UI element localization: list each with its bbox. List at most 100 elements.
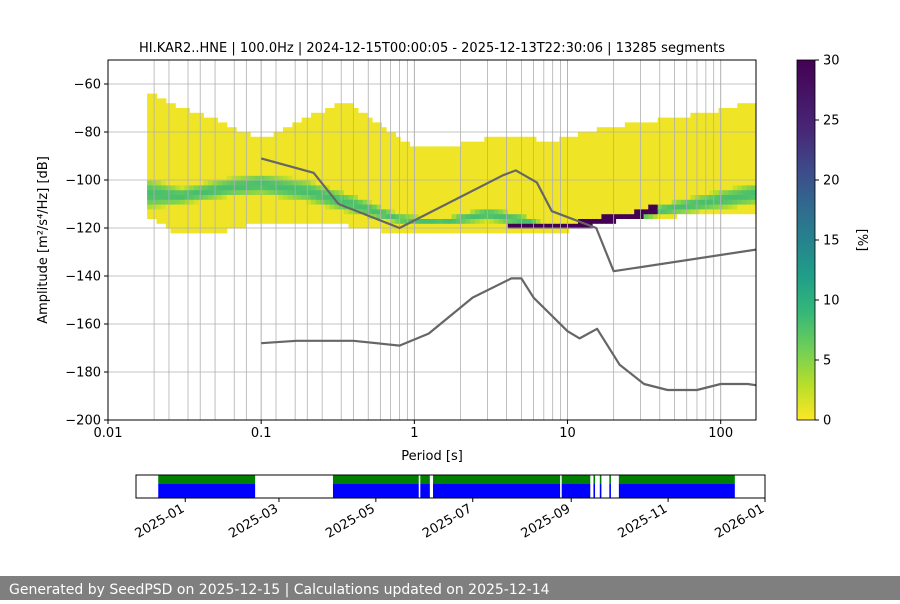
density-cell: [226, 208, 233, 215]
density-cell: [259, 170, 265, 176]
density-cell: [245, 204, 251, 210]
density-cell: [287, 156, 293, 162]
density-cell: [512, 194, 518, 200]
density-cell: [493, 156, 499, 162]
density-cell: [554, 223, 560, 229]
density-cell: [423, 228, 429, 234]
density-cell: [484, 199, 490, 205]
density-cell: [718, 136, 724, 143]
density-cell: [713, 165, 720, 171]
density-cell: [371, 132, 378, 138]
density-cell: [592, 189, 598, 195]
density-cell: [634, 132, 640, 138]
density-cell: [695, 180, 701, 186]
density-cell: [236, 165, 242, 171]
density-cell: [418, 223, 425, 229]
density-cell: [175, 151, 181, 157]
density-cell: [498, 199, 504, 205]
density-cell: [727, 170, 734, 176]
density-cell: [465, 218, 471, 224]
density-cell: [222, 184, 228, 191]
density-cell: [676, 165, 682, 171]
density-cell: [690, 160, 696, 167]
density-cell: [451, 204, 457, 210]
density-cell: [179, 194, 186, 200]
density-cell: [193, 189, 200, 195]
density-cell: [198, 117, 204, 123]
density-cell: [624, 194, 631, 200]
density-cell: [652, 151, 659, 157]
density-cell: [732, 112, 738, 119]
density-cell: [193, 184, 200, 191]
density-cell: [189, 146, 195, 152]
density-cell: [521, 223, 528, 229]
density-cell: [526, 160, 532, 167]
density-cell: [193, 170, 200, 176]
density-cell: [657, 208, 663, 215]
density-cell: [634, 194, 640, 200]
density-cell: [254, 204, 261, 210]
density-cell: [432, 184, 439, 191]
density-cell: [507, 213, 514, 219]
density-cell: [685, 194, 692, 200]
density-cell: [353, 223, 359, 229]
density-cell: [643, 213, 649, 219]
density-cell: [189, 199, 195, 205]
density-cell: [699, 184, 706, 191]
density-cell: [147, 175, 153, 181]
density-cell: [732, 194, 738, 200]
density-cell: [667, 160, 673, 167]
density-cell: [474, 208, 481, 215]
density-cell: [746, 199, 752, 205]
density-cell: [442, 213, 448, 219]
density-cell: [446, 160, 453, 167]
density-cell: [428, 175, 434, 181]
density-cell: [662, 136, 668, 143]
density-cell: [348, 170, 354, 176]
density-cell: [741, 127, 748, 133]
density-cell: [601, 194, 607, 200]
density-cell: [484, 189, 490, 195]
density-cell: [638, 175, 645, 181]
density-cell: [334, 103, 340, 109]
density-cell: [592, 141, 598, 147]
density-cell: [329, 170, 336, 176]
density-cell: [423, 146, 429, 152]
density-cell: [325, 165, 331, 171]
density-cell: [367, 136, 373, 143]
density-cell: [563, 223, 570, 229]
density-cell: [503, 218, 509, 224]
density-cell: [193, 156, 200, 162]
density-cell: [343, 199, 350, 205]
density-cell: [484, 146, 490, 152]
density-cell: [325, 208, 331, 215]
density-cell: [268, 141, 275, 147]
density-cell: [296, 132, 303, 138]
density-cell: [198, 170, 204, 176]
density-cell: [629, 184, 635, 191]
density-cell: [503, 208, 509, 215]
density-cell: [161, 156, 167, 162]
density-cell: [545, 180, 551, 186]
density-cell: [179, 160, 186, 167]
density-cell: [741, 184, 748, 191]
density-cell: [690, 208, 696, 215]
density-cell: [184, 146, 190, 152]
density-cell: [339, 165, 345, 171]
density-cell: [517, 228, 523, 234]
density-cell: [437, 223, 443, 229]
density-cell: [751, 170, 756, 176]
density-cell: [189, 156, 195, 162]
density-cell: [226, 156, 233, 162]
density-cell: [179, 228, 186, 234]
density-cell: [254, 218, 261, 224]
density-cell: [203, 175, 209, 181]
density-cell: [353, 127, 359, 133]
density-cell: [545, 156, 551, 162]
density-cell: [713, 136, 720, 143]
density-cell: [245, 165, 251, 171]
density-cell: [329, 204, 336, 210]
density-cell: [737, 103, 743, 109]
density-cell: [699, 180, 706, 186]
density-cell: [704, 175, 710, 181]
